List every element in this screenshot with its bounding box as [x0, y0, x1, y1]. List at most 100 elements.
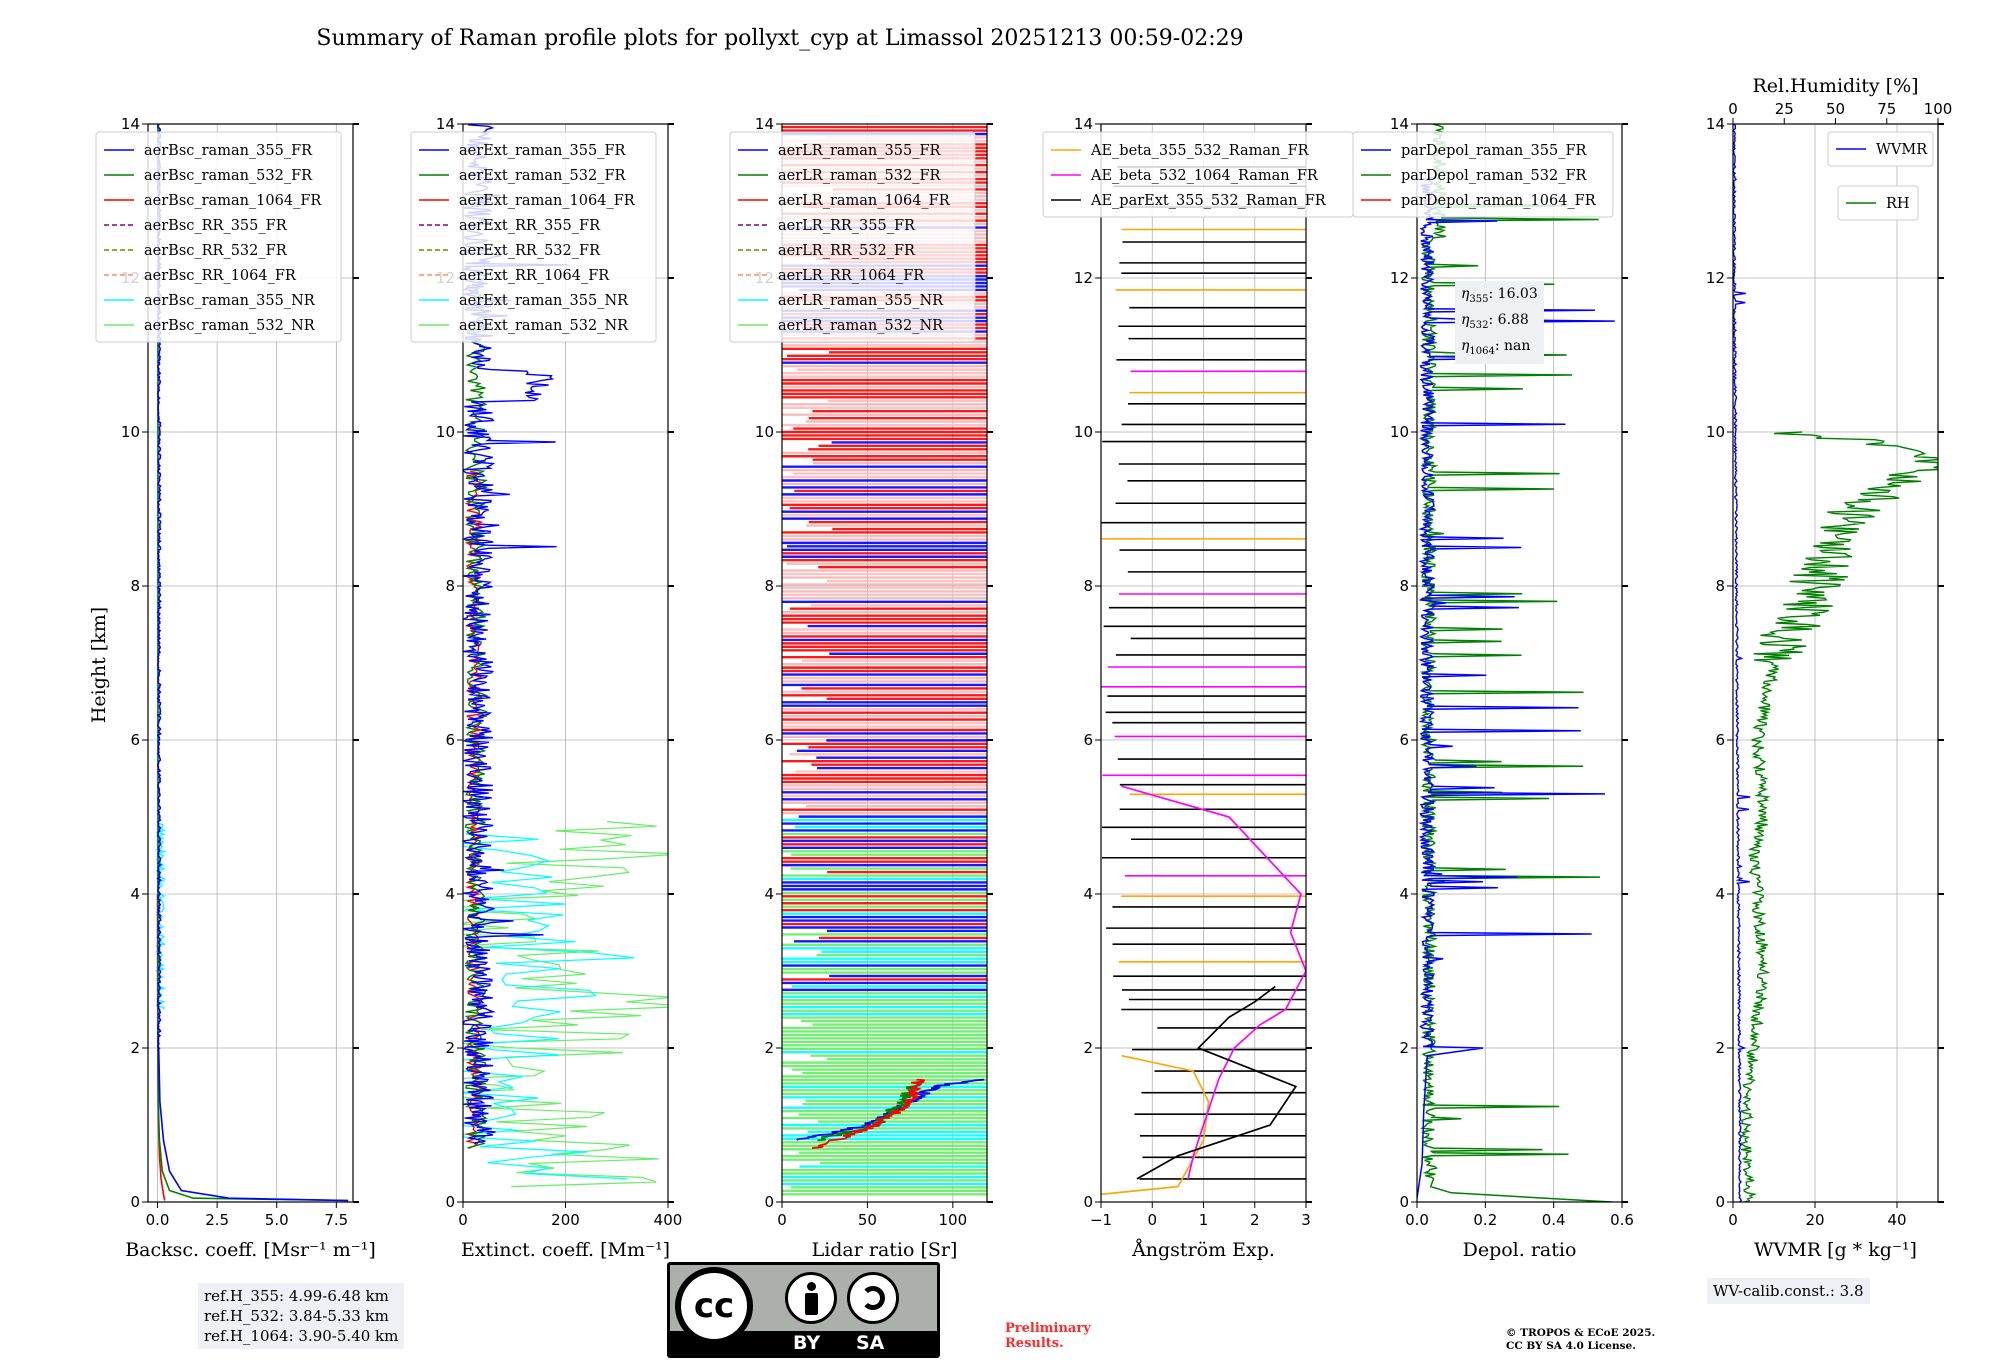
series-WVMR — [1733, 124, 1751, 1202]
y-tick-label: 2 — [130, 1039, 140, 1057]
y-tick-label: 4 — [1083, 885, 1093, 903]
series-AE_beta_355_532_Raman_FR — [1101, 1054, 1210, 1196]
x-tick-label: 0.4 — [1542, 1211, 1566, 1229]
legend-label: aerLR_RR_355_FR — [778, 218, 916, 234]
y-tick-label: 4 — [1399, 885, 1409, 903]
legend-label: aerExt_raman_355_NR — [459, 293, 629, 309]
x-tick-label: −1 — [1090, 1211, 1112, 1229]
x-tick-label: 40 — [1887, 1211, 1906, 1229]
data-depol — [1417, 124, 1615, 1202]
top-tick-label: 50 — [1826, 100, 1845, 118]
x-tick-label: 2 — [1250, 1211, 1260, 1229]
legend-lr: aerLR_raman_355_FR aerLR_raman_532_FR aerL… — [729, 131, 976, 343]
axes-frame — [1732, 123, 1939, 1203]
panel-ext: 024681012140200400Extinct. coeff. [Mm⁻¹]… — [410, 115, 682, 1261]
reference-height-box: ref.H_355: 4.99-6.48 km ref.H_532: 3.84-… — [198, 1283, 405, 1349]
by-icon — [785, 1272, 837, 1324]
x-tick-label: 0.6 — [1610, 1211, 1634, 1229]
copyright-line-2: CC BY SA 4.0 License. — [1506, 1340, 1636, 1352]
y-tick-label: 6 — [130, 731, 140, 749]
y-tick-label: 2 — [1399, 1039, 1409, 1057]
top-axis-label: Rel.Humidity [%] — [1752, 75, 1918, 97]
panel-depol: 0 2 4 6 8 10 12 14 0.0 0.2 0.4 0.6 Depol. ratio parDe… — [1352, 115, 1634, 1261]
cc-license-badge: cc BY SA — [667, 1262, 940, 1358]
x-tick-label: 7.5 — [324, 1211, 348, 1229]
x-tick-label: 0 — [1728, 1211, 1738, 1229]
y-tick-label: 10 — [1074, 423, 1093, 441]
preliminary-line-2: Results. — [1005, 1336, 1064, 1351]
y-tick-label: 4 — [764, 885, 774, 903]
legend-label: aerExt_raman_532_NR — [459, 318, 629, 334]
legend-frame — [729, 131, 976, 343]
refh-355: ref.H_355: 4.99-6.48 km — [204, 1287, 389, 1305]
top-tick-label: 75 — [1877, 100, 1896, 118]
x-tick-label: 0 — [1147, 1211, 1157, 1229]
legend-frame — [1827, 131, 1934, 167]
copyright-line-1: © TROPOS & ECoE 2025. — [1506, 1327, 1656, 1339]
refh-532: ref.H_532: 3.84-5.33 km — [204, 1307, 389, 1325]
y-tick-label: 6 — [1399, 731, 1409, 749]
series-parDepol_raman_355_FR — [1417, 177, 1615, 1199]
legend-label: AE_parExt_355_532_Raman_FR — [1090, 193, 1327, 209]
legend-label: RH — [1886, 196, 1910, 212]
y-tick-label: 10 — [436, 423, 455, 441]
legend-label: aerBsc_RR_1064_FR — [144, 268, 297, 284]
legend-frame — [95, 131, 342, 343]
legend-label: aerExt_raman_532_FR — [459, 168, 627, 184]
y-tick-label: 0 — [1715, 1193, 1725, 1211]
y-tick-label: 8 — [130, 577, 140, 595]
eta-532-value: 6.88 — [1497, 311, 1529, 328]
legend-label: aerLR_raman_355_NR — [778, 293, 944, 309]
legend-label: aerLR_raman_1064_FR — [778, 193, 951, 209]
y-tick-label: 10 — [755, 423, 774, 441]
top-tick-label: 25 — [1775, 100, 1794, 118]
legend-label: parDepol_raman_1064_FR — [1401, 193, 1597, 209]
legend-label: aerLR_RR_532_FR — [778, 243, 916, 259]
axes-frame — [147, 123, 354, 1203]
y-tick-label: 10 — [1706, 423, 1725, 441]
legend-label: AE_beta_532_1064_Raman_FR — [1090, 168, 1319, 184]
refh-1064: ref.H_1064: 3.90-5.40 km — [204, 1327, 399, 1345]
eta-box: η355: 16.03 η532: 6.88 η1064: nan — [1455, 281, 1544, 365]
legend-wv: WVMR RH — [1827, 131, 1934, 221]
legend-label: parDepol_raman_355_FR — [1401, 143, 1588, 159]
y-tick-label: 8 — [1715, 577, 1725, 595]
y-tick-label: 2 — [764, 1039, 774, 1057]
x-tick-label: 200 — [551, 1211, 580, 1229]
legend-label: aerLR_raman_532_NR — [778, 318, 944, 334]
legend-label: aerBsc_raman_1064_FR — [144, 193, 322, 209]
eta-1064-value: nan — [1504, 337, 1531, 354]
legend-label: aerBsc_RR_532_FR — [144, 243, 288, 259]
eta-355: η355: 16.03 — [1461, 286, 1538, 305]
y-tick-label: 14 — [1390, 115, 1409, 133]
y-tick-label: 0 — [764, 1193, 774, 1211]
y-tick-label: 6 — [764, 731, 774, 749]
y-tick-label: 10 — [1390, 423, 1409, 441]
legend-label: aerExt_raman_1064_FR — [459, 193, 636, 209]
y-tick-label: 0 — [130, 1193, 140, 1211]
legend-label: aerBsc_raman_355_NR — [144, 293, 316, 309]
y-tick-label: 10 — [121, 423, 140, 441]
y-tick-label: 14 — [121, 115, 140, 133]
legend-label: aerBsc_raman_532_FR — [144, 168, 313, 184]
x-axis-label: Depol. ratio — [1463, 1239, 1577, 1261]
y-tick-label: 0 — [445, 1193, 455, 1211]
x-tick-label: 50 — [858, 1211, 877, 1229]
x-axis-label: Backsc. coeff. [Msr⁻¹ m⁻¹] — [125, 1239, 376, 1261]
x-axis-label: WVMR [g * kg⁻¹] — [1754, 1239, 1917, 1261]
data-wv — [1733, 124, 1938, 1202]
x-tick-label: 0.2 — [1473, 1211, 1497, 1229]
x-axis-label: Lidar ratio [Sr] — [812, 1239, 958, 1261]
y-tick-label: 12 — [1074, 269, 1093, 287]
legend-depol: parDepol_raman_355_FR parDepol_raman_532_… — [1352, 131, 1614, 218]
y-tick-label: 0 — [1083, 1193, 1093, 1211]
eta-532: η532: 6.88 — [1461, 311, 1529, 331]
x-tick-label: 0.0 — [146, 1211, 170, 1229]
y-tick-label: 14 — [436, 115, 455, 133]
y-tick-label: 2 — [1083, 1039, 1093, 1057]
series-aerLR_raman_1064_FR — [811, 1078, 926, 1149]
y-tick-label: 12 — [1390, 269, 1409, 287]
